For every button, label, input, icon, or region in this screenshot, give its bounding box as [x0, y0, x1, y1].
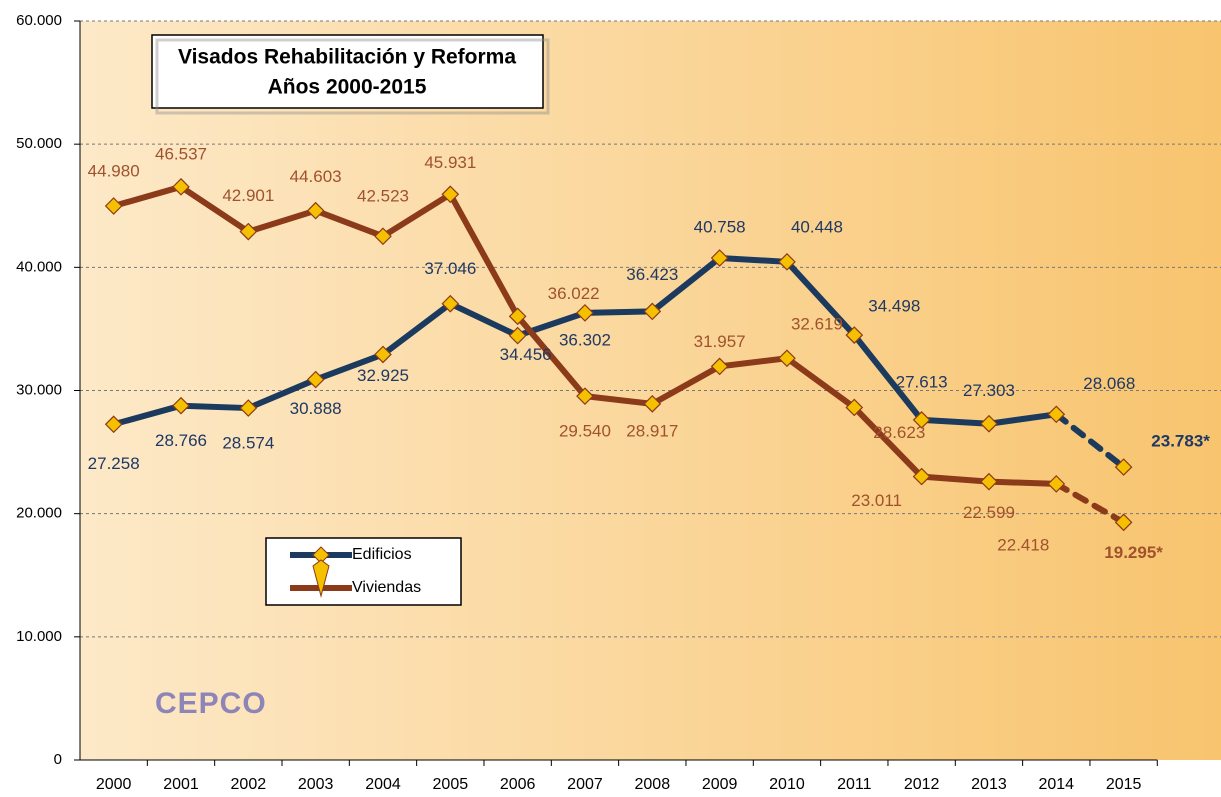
logo: CEPCO [155, 687, 267, 720]
x-tick-label: 2014 [1038, 776, 1074, 793]
data-label: 44.603 [290, 167, 342, 186]
marker [845, 326, 864, 344]
marker [374, 345, 392, 364]
marker [508, 326, 527, 345]
y-tick-label: 50.000 [16, 135, 62, 152]
x-tick-label: 2008 [635, 776, 671, 793]
data-label: 36.302 [559, 330, 611, 349]
data-label: 29.540 [559, 422, 611, 441]
data-label: 40.758 [694, 217, 746, 236]
y-tick-label: 30.000 [16, 381, 62, 398]
marker [239, 222, 258, 241]
marker [576, 304, 594, 322]
data-label: 32.925 [357, 366, 409, 385]
marker [980, 414, 998, 433]
series-line [1053, 411, 1127, 471]
marker [508, 307, 527, 326]
data-label: 42.901 [222, 186, 274, 205]
data-label: 28.574 [222, 434, 274, 453]
data-label: 34.498 [868, 297, 920, 316]
x-tick-label: 2005 [433, 776, 469, 793]
x-tick-label: 2007 [567, 776, 603, 793]
marker [1114, 458, 1133, 476]
marker [306, 201, 325, 220]
chart-subtitle: Años 2000-2015 [268, 76, 427, 99]
y-tick-label: 40.000 [16, 258, 62, 275]
marker [710, 249, 729, 267]
marker [778, 252, 796, 271]
marker [441, 185, 460, 204]
x-tick-label: 2013 [971, 776, 1007, 793]
marker [1047, 405, 1066, 424]
marker [778, 349, 796, 368]
legend-label: Viviendas [352, 579, 421, 596]
title-shadow [155, 38, 550, 115]
data-label: 44.980 [88, 161, 140, 180]
data-label: 36.423 [626, 265, 678, 284]
legend-label: Edificios [352, 546, 412, 563]
marker [1047, 475, 1066, 493]
marker [239, 399, 258, 417]
x-tick-label: 2004 [365, 776, 401, 793]
title-box [151, 34, 544, 109]
y-tick-label: 20.000 [16, 505, 62, 522]
marker [845, 398, 864, 417]
data-label: 46.537 [155, 144, 207, 163]
data-label: 22.418 [997, 535, 1049, 554]
marker [980, 472, 998, 491]
x-tick-label: 2015 [1106, 776, 1142, 793]
x-tick-label: 2012 [904, 776, 940, 793]
marker [576, 387, 594, 406]
x-tick-label: 2006 [500, 776, 536, 793]
y-tick-label: 60.000 [16, 12, 62, 29]
data-label: 31.957 [694, 332, 746, 351]
data-label: 23.783* [1151, 432, 1210, 451]
marker [374, 227, 392, 246]
marker [912, 411, 931, 429]
data-label: 36.022 [548, 284, 600, 303]
data-label: 45.931 [424, 153, 476, 172]
data-label: 19.295* [1104, 543, 1163, 562]
data-label: 27.258 [88, 454, 140, 473]
marker [1114, 513, 1133, 532]
x-tick-label: 2010 [769, 776, 805, 793]
marker [441, 294, 460, 313]
data-label: 28.917 [626, 421, 678, 440]
y-tick-label: 0 [54, 751, 62, 768]
marker [104, 197, 123, 215]
chart-title: Visados Rehabilitación y Reforma [178, 46, 516, 69]
marker [643, 394, 662, 413]
x-tick-label: 2011 [837, 776, 872, 793]
marker [172, 177, 190, 196]
marker [104, 415, 123, 434]
data-label: 28.068 [1083, 374, 1135, 393]
data-label: 27.303 [963, 381, 1015, 400]
data-label: 34.456 [500, 345, 552, 364]
marker [710, 357, 729, 376]
legend-marker [312, 559, 330, 598]
x-tick-label: 2009 [702, 776, 738, 793]
series-line [1053, 480, 1127, 526]
x-tick-label: 2003 [298, 776, 334, 793]
data-label: 32.619 [791, 315, 843, 334]
data-label: 40.448 [791, 217, 843, 236]
x-tick-label: 2001 [163, 776, 199, 793]
data-label: 27.613 [896, 372, 948, 391]
data-label: 37.046 [424, 259, 476, 278]
data-label: 30.888 [290, 399, 342, 418]
data-label: 42.523 [357, 187, 409, 206]
marker [306, 370, 325, 389]
marker [643, 302, 662, 321]
marker [172, 396, 190, 415]
data-label: 28.623 [873, 423, 925, 442]
data-label: 22.599 [963, 503, 1015, 522]
x-tick-label: 2002 [231, 776, 267, 793]
marker [912, 467, 931, 486]
y-tick-label: 10.000 [16, 628, 62, 645]
legend-box [265, 537, 462, 606]
data-label: 23.011 [851, 491, 902, 510]
x-tick-label: 2000 [96, 776, 132, 793]
data-label: 28.766 [155, 431, 207, 450]
